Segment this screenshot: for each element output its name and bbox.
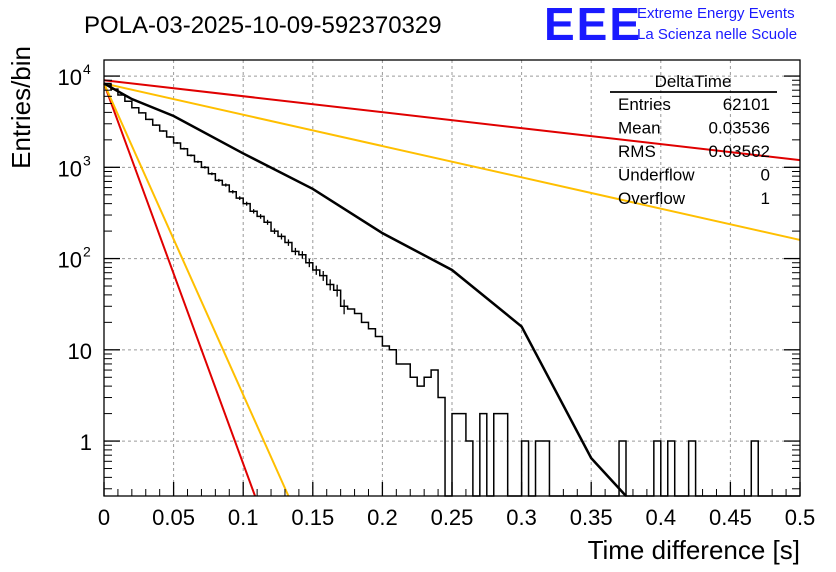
- histogram-bars: [104, 82, 800, 497]
- stats-value: 0.03562: [709, 142, 770, 161]
- axes: 0 0.05 0.1 0.15 0.2 0.25 0.3 0.35 0.4 0.45 0.51101…: [58, 61, 816, 530]
- stats-label: Underflow: [618, 166, 695, 185]
- y-tick-label: 10: [68, 339, 92, 364]
- stats-value: 1: [761, 189, 770, 208]
- x-tick-label: 0.1: [228, 505, 259, 530]
- x-tick-label: 0.15: [291, 505, 334, 530]
- line-orange-slow: [103, 82, 801, 241]
- x-tick-label: 0: [98, 505, 110, 530]
- stats-title: DeltaTime: [655, 72, 732, 91]
- line-red-slow: [103, 79, 801, 162]
- y-tick-exponent: 2: [83, 244, 91, 260]
- stats-value: 0.03536: [709, 119, 770, 138]
- chart-title: POLA-03-2025-10-09-592370329: [84, 12, 442, 39]
- y-tick-label: 10: [58, 65, 82, 90]
- x-tick-label: 0.35: [570, 505, 613, 530]
- x-tick-label: 0.3: [506, 505, 537, 530]
- stats-value: 62101: [723, 95, 770, 114]
- logo-mark: EEE: [544, 0, 642, 50]
- x-tick-label: 0.45: [709, 505, 752, 530]
- logo-line2: La Scienza nelle Scuole: [637, 26, 797, 43]
- stats-label: Entries: [618, 95, 671, 114]
- line-orange-fast: [103, 83, 290, 497]
- x-tick-label: 0.2: [367, 505, 398, 530]
- y-tick-label: 1: [80, 430, 92, 455]
- y-tick-label: 10: [58, 248, 82, 273]
- stats-value: 0: [761, 166, 770, 185]
- y-tick-label: 10: [58, 156, 82, 181]
- y-tick-exponent: 3: [83, 152, 91, 168]
- x-tick-label: 0.4: [646, 505, 677, 530]
- grid: [104, 60, 800, 496]
- x-tick-label: 0.25: [431, 505, 474, 530]
- line-red-fast: [103, 83, 256, 497]
- eee-logo: EEE Extreme Energy Events La Scienza nel…: [543, 0, 797, 51]
- y-axis-label: Entries/bin: [6, 46, 36, 169]
- stats-label: RMS: [618, 142, 656, 161]
- stats-label: Overflow: [618, 189, 686, 208]
- stats-box: DeltaTime Entries 62101 Mean 0.03536 RMS 0.03…: [610, 72, 777, 208]
- x-tick-label: 0.05: [152, 505, 195, 530]
- y-tick-exponent: 4: [83, 61, 91, 77]
- x-axis-label: Time difference [s]: [588, 535, 800, 565]
- stats-label: Mean: [618, 119, 661, 138]
- x-tick-label: 0.5: [785, 505, 816, 530]
- fit-curve: [103, 82, 627, 497]
- logo-line1: Extreme Energy Events: [637, 5, 795, 22]
